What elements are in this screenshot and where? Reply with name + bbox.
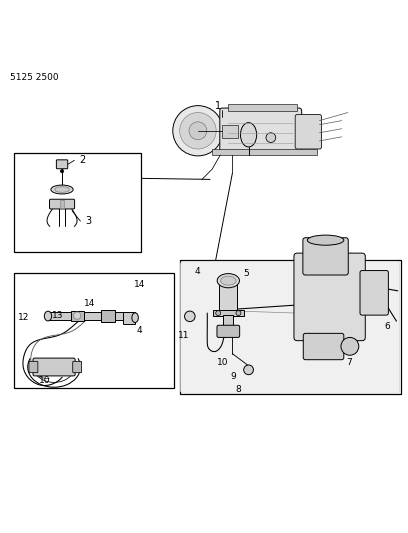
FancyBboxPatch shape [217, 325, 239, 337]
Text: 11: 11 [177, 331, 189, 340]
Bar [101, 310, 115, 322]
Bar [13, 272, 174, 388]
FancyBboxPatch shape [56, 160, 68, 169]
Text: 5125 2500: 5125 2500 [10, 73, 59, 82]
FancyBboxPatch shape [180, 261, 400, 393]
Bar [212, 149, 317, 155]
Ellipse shape [51, 185, 73, 194]
Text: 13: 13 [52, 311, 64, 320]
Circle shape [236, 311, 241, 316]
Text: 10: 10 [217, 358, 228, 367]
FancyBboxPatch shape [295, 115, 322, 149]
Bar [222, 125, 238, 138]
Text: 2: 2 [79, 155, 86, 165]
Bar [48, 312, 133, 320]
Text: 14: 14 [134, 280, 146, 289]
Circle shape [266, 133, 276, 142]
Text: 3: 3 [85, 216, 91, 226]
Circle shape [173, 106, 223, 156]
Bar [13, 153, 141, 252]
Ellipse shape [217, 273, 239, 288]
Bar [60, 200, 64, 208]
Bar [220, 281, 237, 313]
Circle shape [180, 112, 216, 149]
Circle shape [216, 311, 221, 316]
Ellipse shape [132, 313, 138, 322]
Text: 8: 8 [235, 385, 241, 394]
FancyBboxPatch shape [360, 271, 388, 315]
FancyBboxPatch shape [33, 358, 75, 376]
Bar [180, 261, 401, 394]
Text: 6: 6 [384, 322, 390, 331]
Circle shape [341, 337, 359, 355]
Ellipse shape [307, 235, 344, 245]
Circle shape [184, 311, 195, 321]
Text: 10: 10 [39, 376, 51, 385]
Circle shape [189, 122, 207, 140]
FancyBboxPatch shape [294, 253, 365, 341]
Bar [71, 311, 84, 321]
FancyBboxPatch shape [29, 361, 38, 373]
Text: 5: 5 [243, 269, 249, 278]
FancyBboxPatch shape [220, 108, 302, 154]
Text: 4: 4 [136, 326, 142, 335]
Text: 12: 12 [18, 313, 29, 321]
FancyBboxPatch shape [303, 333, 344, 360]
Bar [228, 104, 297, 111]
Bar [213, 310, 244, 317]
FancyBboxPatch shape [303, 238, 348, 275]
Ellipse shape [73, 312, 81, 319]
Ellipse shape [55, 187, 69, 192]
FancyBboxPatch shape [49, 199, 75, 209]
Text: 9: 9 [230, 372, 236, 381]
Bar [224, 315, 233, 329]
FancyBboxPatch shape [73, 361, 82, 373]
Circle shape [60, 169, 64, 173]
Text: 7: 7 [346, 359, 352, 367]
Text: 4: 4 [194, 267, 200, 276]
Circle shape [244, 365, 253, 375]
Ellipse shape [221, 276, 236, 285]
Text: 1: 1 [215, 101, 221, 111]
Ellipse shape [240, 123, 257, 147]
Text: 14: 14 [84, 300, 95, 308]
Ellipse shape [44, 311, 52, 321]
Bar [123, 312, 135, 324]
